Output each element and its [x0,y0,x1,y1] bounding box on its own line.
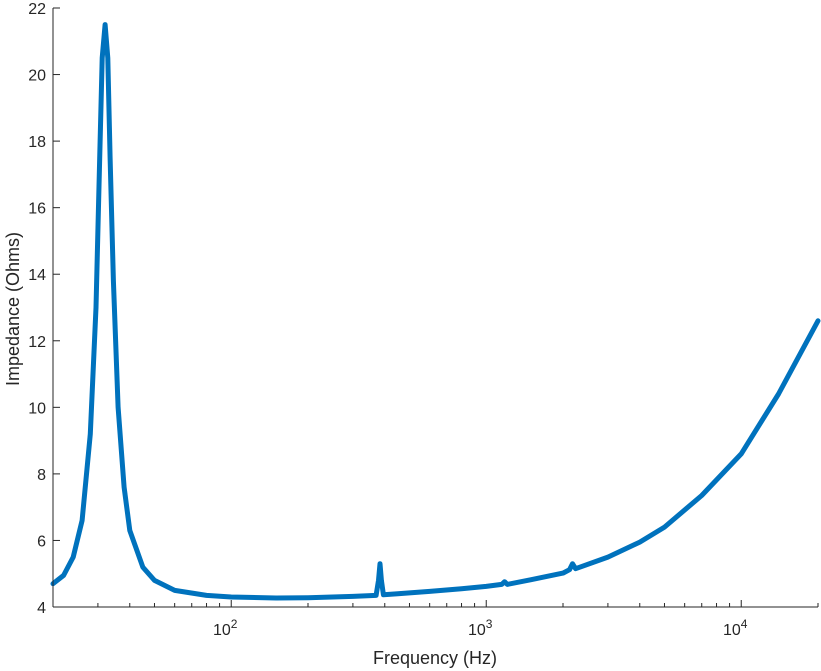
axes: 4 6 8 10 12 14 16 18 20 22 102 103 104 [28,1,819,639]
x-ticks: 102 103 104 [52,600,819,639]
y-tick-label: 20 [28,68,46,85]
impedance-series-line [50,22,821,601]
y-tick-label: 22 [28,1,46,18]
y-axis-title: Impedance (Ohms) [3,232,23,386]
x-tick-label: 103 [468,617,493,639]
y-tick-label: 12 [28,334,46,351]
y-tick-label: 8 [37,467,46,484]
series-group [50,22,821,601]
x-axis-title: Frequency (Hz) [373,648,497,668]
x-tick-label: 104 [723,617,748,639]
y-tick-label: 4 [37,600,46,617]
y-tick-label: 6 [37,533,46,550]
y-ticks: 4 6 8 10 12 14 16 18 20 22 [28,1,60,617]
y-tick-label: 14 [28,267,46,284]
x-tick-label: 102 [213,617,238,639]
y-tick-label: 16 [28,201,46,218]
y-tick-label: 18 [28,134,46,151]
y-tick-label: 10 [28,400,46,417]
